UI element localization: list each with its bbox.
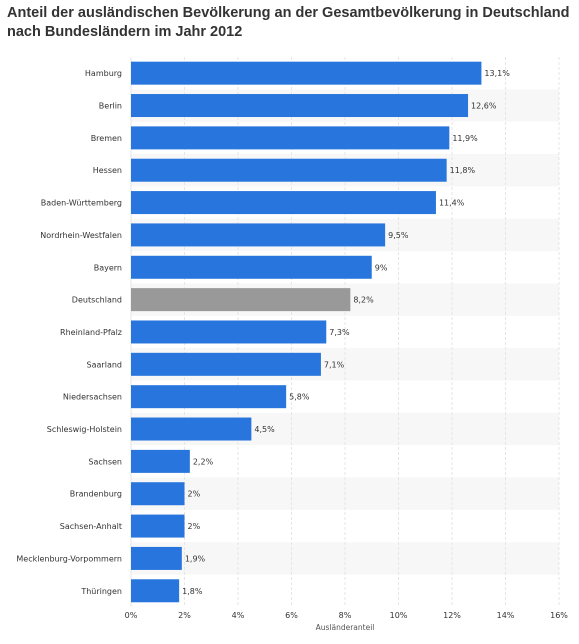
bar [131, 385, 287, 409]
category-label: Brandenburg [70, 490, 122, 499]
bar [131, 191, 436, 215]
value-label: 2% [188, 490, 201, 499]
value-label: 1,9% [185, 554, 206, 563]
bar [131, 158, 447, 182]
bar [131, 223, 386, 247]
value-label: 5,8% [289, 393, 310, 402]
category-label: Rheinland-Pfalz [60, 328, 122, 337]
category-label: Bremen [91, 134, 122, 143]
value-label: 8,2% [353, 296, 374, 305]
category-label: Sachsen [88, 457, 122, 466]
value-label: 2,2% [193, 457, 214, 466]
x-tick-label: 2% [178, 611, 191, 620]
category-label: Deutschland [72, 296, 122, 305]
category-label: Mecklenburg-Vorpommern [16, 554, 122, 563]
bar [131, 94, 469, 118]
x-tick-label: 0% [125, 611, 138, 620]
category-label: Berlin [99, 102, 122, 111]
value-label: 9,5% [388, 231, 409, 240]
value-label: 11,8% [450, 166, 476, 175]
bar [131, 126, 450, 150]
bar [131, 546, 182, 570]
bar [131, 288, 351, 312]
value-label: 11,9% [452, 134, 478, 143]
value-label: 1,8% [182, 587, 203, 596]
x-axis-title: Ausländeranteil [316, 623, 375, 632]
category-label: Saarland [87, 360, 122, 369]
x-tick-label: 16% [550, 611, 568, 620]
category-label: Baden-Württemberg [41, 199, 122, 208]
category-label: Sachsen-Anhalt [60, 522, 122, 531]
value-label: 13,1% [484, 69, 510, 78]
bar [131, 320, 327, 344]
value-label: 4,5% [254, 425, 275, 434]
bars [131, 61, 482, 603]
category-labels: Hamburg Berlin Bremen Hessen Baden-Württembe… [16, 69, 122, 596]
bar [131, 417, 252, 441]
x-tick-label: 12% [443, 611, 461, 620]
x-tick-label: 4% [232, 611, 245, 620]
value-label: 7,1% [324, 360, 345, 369]
category-label: Bayern [94, 263, 122, 272]
bar [131, 514, 185, 538]
x-tick-label: 14% [497, 611, 515, 620]
category-label: Nordrhein-Westfalen [40, 231, 122, 240]
category-label: Schleswig-Holstein [47, 425, 122, 434]
value-label: 12,6% [471, 102, 497, 111]
x-axis-ticks: 0% 2% 4% 6% 8% 10% 12% 14% 16% [125, 611, 569, 620]
bar [131, 449, 190, 473]
value-label: 11,4% [439, 199, 465, 208]
x-tick-label: 10% [390, 611, 408, 620]
category-label: Niedersachsen [63, 393, 122, 402]
bar [131, 352, 321, 376]
category-label: Hessen [93, 166, 122, 175]
value-labels: 13,1% 12,6% 11,9% 11,8% 11,4% 9,5% 9% 8,2% 7,3% 7… [182, 69, 510, 596]
value-label: 9% [375, 263, 388, 272]
bar [131, 482, 185, 506]
value-label: 7,3% [329, 328, 350, 337]
value-label: 2% [188, 522, 201, 531]
category-label: Hamburg [85, 69, 122, 78]
x-tick-label: 8% [339, 611, 352, 620]
bar [131, 61, 482, 85]
chart-title: Anteil der ausländischen Bevölkerung an … [7, 5, 570, 40]
bar [131, 255, 372, 279]
x-tick-label: 6% [285, 611, 298, 620]
category-label: Thüringen [80, 587, 122, 596]
bar [131, 579, 180, 603]
